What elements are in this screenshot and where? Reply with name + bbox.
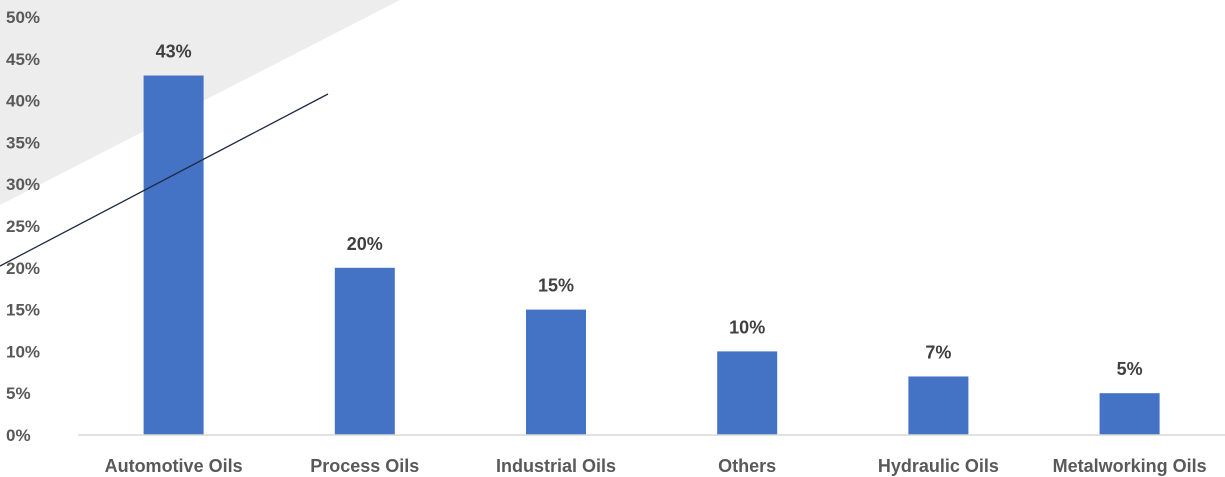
x-tick-label: Hydraulic Oils	[878, 456, 999, 476]
y-tick-label: 20%	[6, 259, 40, 278]
bar	[717, 351, 778, 435]
y-tick-label: 45%	[6, 50, 40, 69]
bar	[143, 75, 204, 436]
x-tick-label: Process Oils	[310, 456, 419, 476]
y-tick-label: 35%	[6, 133, 40, 152]
bar	[1099, 393, 1160, 435]
y-tick-label: 40%	[6, 92, 40, 111]
y-tick-label: 30%	[6, 175, 40, 194]
y-tick-label: 25%	[6, 217, 40, 236]
x-axis-labels: Automotive Oils Process Oils Industrial Oi…	[105, 456, 1207, 476]
data-labels-group: 43% 20% 15% 10% 7% 5%	[156, 42, 1143, 380]
x-tick-label: Industrial Oils	[496, 456, 616, 476]
data-label: 43%	[156, 42, 192, 62]
bar	[526, 309, 586, 435]
y-tick-label: 5%	[6, 384, 31, 403]
y-axis: 0% 5% 10% 15% 20% 25% 30% 35% 40% 45% 50%	[6, 8, 40, 445]
decorative-diagonal-line	[0, 93, 329, 267]
data-label: 5%	[1117, 359, 1143, 379]
x-tick-label: Others	[718, 456, 776, 476]
y-tick-label: 0%	[6, 426, 31, 445]
y-tick-label: 50%	[6, 8, 40, 27]
x-tick-label: Automotive Oils	[105, 456, 243, 476]
data-label: 7%	[925, 342, 951, 362]
y-tick-label: 15%	[6, 301, 40, 320]
y-tick-label: 10%	[6, 342, 40, 361]
bars-group	[143, 75, 1160, 436]
data-label: 10%	[729, 317, 765, 337]
bar	[334, 267, 395, 435]
bar	[908, 376, 969, 435]
x-tick-label: Metalworking Oils	[1053, 456, 1207, 476]
data-label: 15%	[538, 276, 574, 296]
data-label: 20%	[347, 234, 383, 254]
